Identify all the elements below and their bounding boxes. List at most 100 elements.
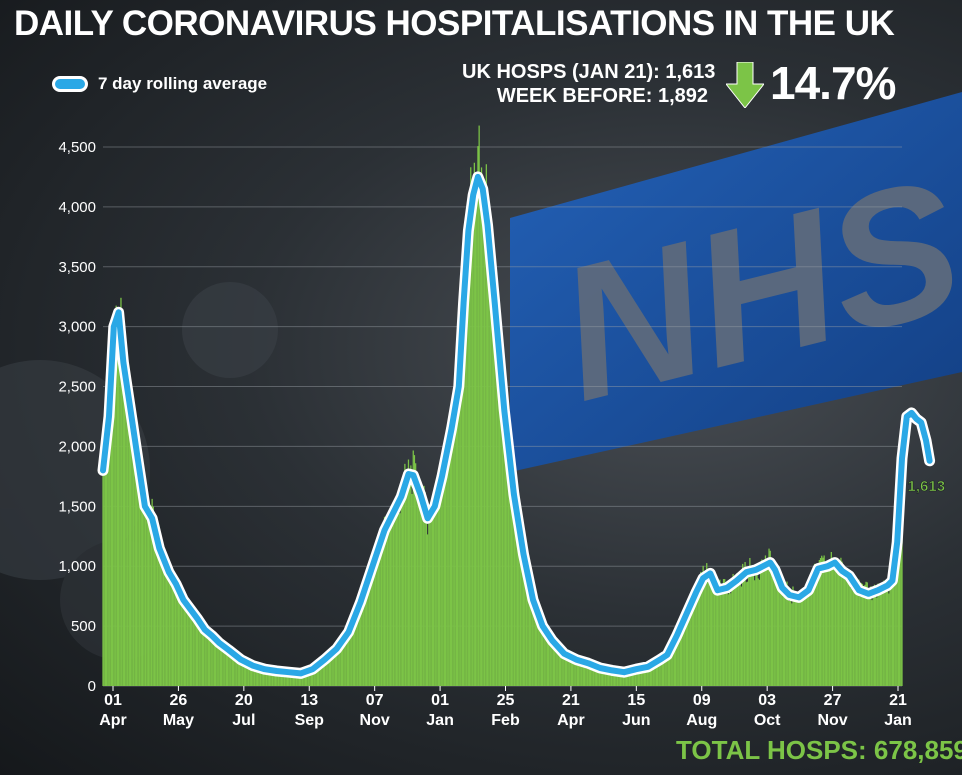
x-tick-month: Feb [491, 712, 520, 729]
daily-bar [649, 664, 652, 686]
daily-bar [277, 670, 279, 686]
current-hosps-stat: UK HOSPS (JAN 21): 1,613 [462, 61, 716, 83]
daily-bar [679, 624, 682, 686]
daily-bar [610, 669, 612, 686]
daily-bar [500, 351, 502, 686]
daily-bar [373, 561, 375, 686]
daily-bar [478, 125, 480, 686]
daily-bar [625, 672, 628, 686]
daily-bar [587, 664, 589, 686]
daily-bar [307, 670, 309, 686]
daily-bar [534, 598, 537, 686]
daily-bar [308, 669, 310, 686]
daily-bar [691, 603, 693, 686]
daily-bar [736, 573, 738, 686]
daily-bar [450, 424, 453, 686]
daily-bar [597, 665, 599, 686]
daily-bar [289, 673, 291, 686]
daily-bar [231, 655, 234, 686]
daily-bar [219, 641, 222, 686]
daily-bar [315, 664, 317, 686]
daily-bar [187, 603, 189, 686]
daily-bar [229, 647, 231, 686]
daily-bar [633, 668, 635, 686]
daily-bar [785, 596, 787, 686]
daily-bar [437, 489, 440, 686]
daily-bar [296, 672, 298, 686]
daily-bar [365, 589, 368, 686]
x-tick-month: Sep [295, 712, 325, 729]
daily-bar [133, 428, 135, 686]
x-tick-month: Apr [99, 712, 127, 729]
x-tick-month: Oct [754, 712, 781, 729]
daily-bar [546, 632, 549, 686]
daily-bar [651, 663, 653, 686]
daily-bar [158, 548, 160, 686]
nhs-logo-panel [510, 92, 962, 472]
daily-bar [745, 582, 747, 686]
daily-bar [537, 617, 539, 686]
daily-bar [730, 593, 732, 686]
daily-bar [386, 515, 388, 686]
daily-bar [536, 604, 538, 686]
daily-bar [749, 557, 751, 686]
daily-bar [113, 333, 115, 686]
daily-bar [173, 581, 175, 686]
daily-bar [732, 573, 734, 686]
daily-bar [340, 637, 343, 686]
daily-bar [238, 655, 241, 686]
daily-bar [577, 661, 580, 686]
daily-bar [740, 586, 743, 686]
daily-bar [894, 561, 896, 686]
daily-bar [170, 567, 172, 686]
daily-bar [583, 661, 586, 686]
daily-bar [422, 496, 424, 686]
daily-bar [454, 412, 456, 686]
daily-bar [292, 672, 295, 686]
daily-bar [188, 611, 190, 686]
daily-bar [776, 571, 779, 686]
daily-bar [436, 493, 438, 686]
daily-bar [195, 623, 198, 686]
daily-bar [262, 669, 265, 686]
x-tick-day: 15 [627, 692, 645, 709]
daily-bar [440, 465, 442, 686]
daily-bar [255, 668, 257, 686]
daily-bar [852, 590, 854, 686]
daily-bar [246, 662, 248, 686]
daily-bar [770, 561, 773, 686]
daily-bar [720, 585, 722, 686]
daily-bar [200, 621, 202, 686]
daily-bar [683, 615, 685, 686]
daily-bar [410, 465, 412, 686]
daily-bar [779, 569, 781, 686]
daily-bar [798, 597, 800, 686]
daily-bar [834, 565, 836, 686]
daily-bar [253, 664, 255, 686]
daily-bar [197, 622, 199, 686]
daily-bar [787, 593, 789, 686]
daily-bar [684, 611, 686, 686]
daily-bar [116, 339, 119, 686]
daily-bar [524, 567, 526, 686]
daily-bar [343, 640, 345, 686]
daily-bar [332, 650, 334, 686]
daily-bar [780, 588, 782, 686]
daily-bar [431, 512, 434, 686]
daily-bar [179, 597, 181, 686]
daily-bar [592, 665, 594, 686]
daily-bar [885, 582, 888, 686]
daily-bar [441, 477, 443, 686]
daily-bar [319, 664, 321, 686]
daily-bar [452, 428, 454, 686]
daily-bar [538, 617, 540, 686]
daily-bar [189, 610, 192, 686]
daily-bar [335, 647, 338, 686]
daily-bar [725, 589, 727, 686]
daily-bar [169, 582, 171, 686]
daily-bar [686, 610, 689, 686]
daily-bar [362, 587, 364, 686]
daily-bar [379, 556, 381, 686]
daily-bar [877, 583, 879, 686]
daily-bar [843, 578, 846, 686]
